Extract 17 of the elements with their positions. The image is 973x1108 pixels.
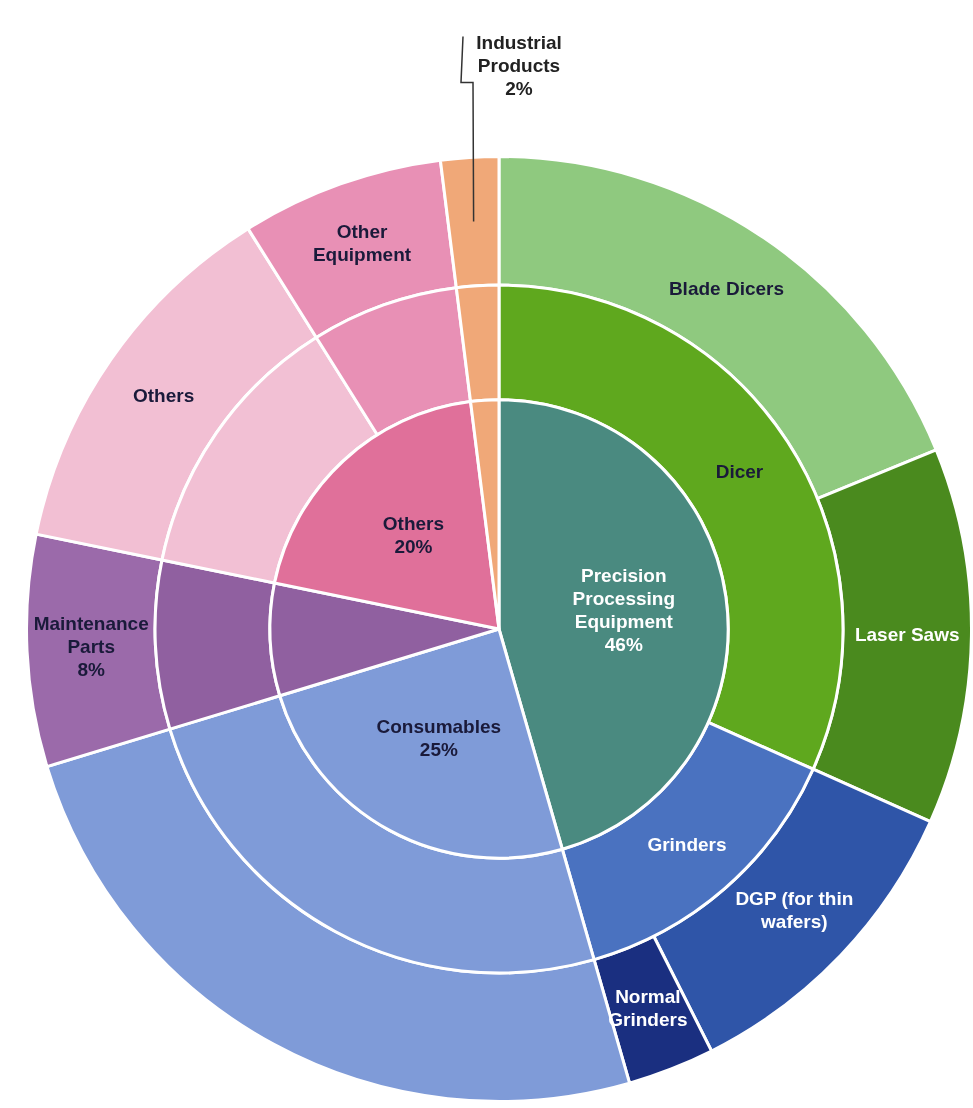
data-label: 25% (419, 739, 458, 761)
slice-label: DGP (for thin wafers) (735, 887, 854, 932)
slice-label: Others (382, 513, 445, 535)
slice-label: Others (132, 384, 195, 406)
slice-label: Dicer (715, 461, 764, 483)
slice-label: Grinders (647, 833, 727, 855)
slice-label: Laser Saws (854, 623, 960, 645)
slice-label: Industrial Products (476, 31, 562, 76)
data-label: 46% (604, 634, 643, 656)
data-label: 2% (505, 77, 533, 99)
slice-label: Consumables (376, 716, 502, 738)
slice-label: Precision Processing Equipment (572, 565, 676, 633)
data-label: 8% (77, 659, 106, 681)
slice-label: Maintenance Parts (33, 613, 149, 658)
data-label: 20% (394, 536, 433, 558)
slice-label: Other Equipment (312, 221, 412, 266)
slice-label: Blade Dicers (668, 278, 785, 300)
